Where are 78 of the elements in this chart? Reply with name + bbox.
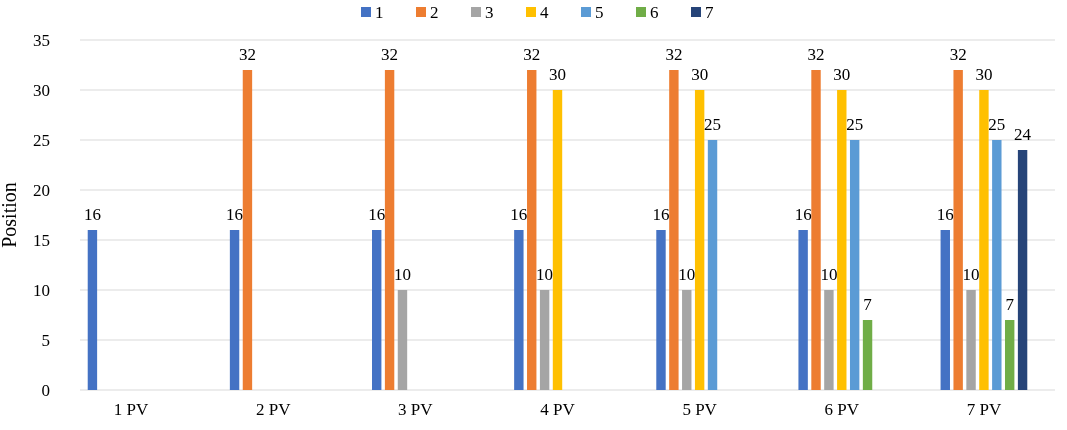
bar	[953, 70, 963, 390]
bar	[798, 230, 808, 390]
x-tick-label: 5 PV	[682, 400, 718, 419]
bar	[552, 90, 563, 390]
data-label: 10	[678, 265, 696, 284]
data-label: 30	[549, 65, 566, 84]
data-label: 16	[510, 205, 528, 224]
bar	[694, 90, 705, 390]
bar	[527, 70, 537, 390]
data-label: 16	[936, 205, 954, 224]
bar	[372, 230, 382, 390]
x-tick-label: 4 PV	[540, 400, 576, 419]
bar	[229, 230, 240, 390]
data-label: 10	[536, 265, 554, 284]
y-tick-label: 0	[41, 380, 50, 400]
bar	[966, 290, 976, 390]
legend-label: 1	[375, 2, 384, 22]
data-label: 25	[846, 115, 864, 134]
data-label: 7	[863, 295, 873, 314]
bar	[1004, 320, 1015, 390]
data-label: 25	[988, 115, 1006, 134]
bar	[242, 70, 253, 390]
x-tick-label: 6 PV	[824, 400, 860, 419]
data-label: 32	[949, 45, 967, 64]
data-label: 30	[975, 65, 993, 84]
y-tick-label: 15	[33, 230, 50, 250]
data-label: 25	[704, 115, 722, 134]
data-label: 7	[1005, 295, 1015, 314]
data-label: 32	[807, 45, 825, 64]
data-label: 32	[523, 45, 541, 64]
bar	[992, 140, 1002, 390]
bar	[397, 290, 408, 390]
bar	[811, 70, 821, 390]
legend-label: 7	[705, 2, 714, 22]
data-label: 30	[833, 65, 851, 84]
bar	[514, 230, 524, 390]
y-tick-label: 20	[33, 180, 50, 200]
data-label: 16	[83, 205, 101, 224]
y-tick-label: 5	[41, 330, 50, 350]
bar	[837, 90, 847, 390]
bar	[87, 230, 98, 390]
y-tick-label: 35	[33, 30, 50, 50]
bar	[656, 230, 666, 390]
legend-label: 3	[485, 2, 494, 22]
data-label: 10	[393, 265, 411, 284]
data-label: 24	[1014, 125, 1032, 144]
bar	[979, 90, 989, 390]
bar	[1017, 150, 1028, 390]
bar	[707, 140, 718, 390]
x-tick-label: 2 PV	[255, 400, 292, 419]
data-label: 10	[820, 265, 838, 284]
y-axis-title: Position	[0, 182, 20, 248]
x-tick-label: 3 PV	[398, 400, 434, 419]
y-tick-label: 30	[33, 80, 50, 100]
bar	[384, 70, 395, 390]
y-tick-label: 10	[33, 280, 50, 300]
data-label: 32	[238, 45, 256, 64]
data-label: 32	[381, 45, 399, 64]
y-tick-label: 25	[33, 130, 50, 150]
bar	[824, 290, 834, 390]
data-label: 32	[665, 45, 683, 64]
bar	[539, 290, 550, 390]
x-tick-label: 7 PV	[966, 400, 1002, 419]
legend-label: 4	[540, 2, 549, 22]
data-label: 10	[962, 265, 980, 284]
x-tick-label: 1 PV	[113, 400, 150, 419]
bar	[682, 290, 692, 390]
data-label: 30	[691, 65, 709, 84]
bar	[849, 140, 860, 390]
data-label: 16	[652, 205, 670, 224]
data-label: 16	[226, 205, 244, 224]
legend-label: 5	[595, 2, 604, 22]
bar	[669, 70, 679, 390]
bar	[862, 320, 873, 390]
legend-label: 2	[430, 2, 439, 22]
data-label: 16	[368, 205, 386, 224]
legend-label: 6	[650, 2, 659, 22]
bar	[940, 230, 950, 390]
